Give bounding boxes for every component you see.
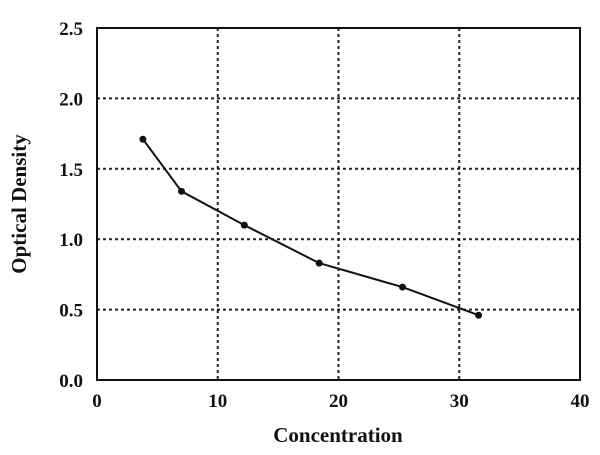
x-tick-label: 0: [92, 391, 102, 412]
gridlines: [97, 28, 580, 380]
series-line: [142, 138, 479, 317]
x-tick-label: 40: [571, 391, 590, 412]
data-point: [240, 221, 248, 229]
data-point: [475, 311, 483, 319]
y-tick-label: 0.5: [59, 301, 83, 322]
x-axis-title: Concentration: [273, 423, 403, 447]
plot-frame: [96, 27, 581, 381]
data-point: [315, 259, 323, 267]
y-tick-label: 2.0: [59, 89, 83, 110]
x-tick-label: 10: [208, 391, 227, 412]
data-point: [398, 283, 406, 291]
y-tick-label: 1.5: [59, 160, 83, 181]
y-tick-label: 0.0: [59, 371, 83, 392]
x-axis-ticks: 0 10 20 30 40: [92, 391, 589, 412]
y-tick-label: 2.5: [59, 19, 83, 40]
x-tick-label: 30: [450, 391, 469, 412]
data-point: [139, 135, 147, 143]
series-layer: [139, 135, 483, 319]
y-axis-ticks: 0.0 0.5 1.0 1.5 2.0 2.5: [59, 19, 83, 392]
y-tick-label: 1.0: [59, 230, 83, 251]
x-tick-label: 20: [329, 391, 348, 412]
data-point: [178, 187, 186, 195]
y-axis-title: Optical Density: [7, 134, 31, 274]
